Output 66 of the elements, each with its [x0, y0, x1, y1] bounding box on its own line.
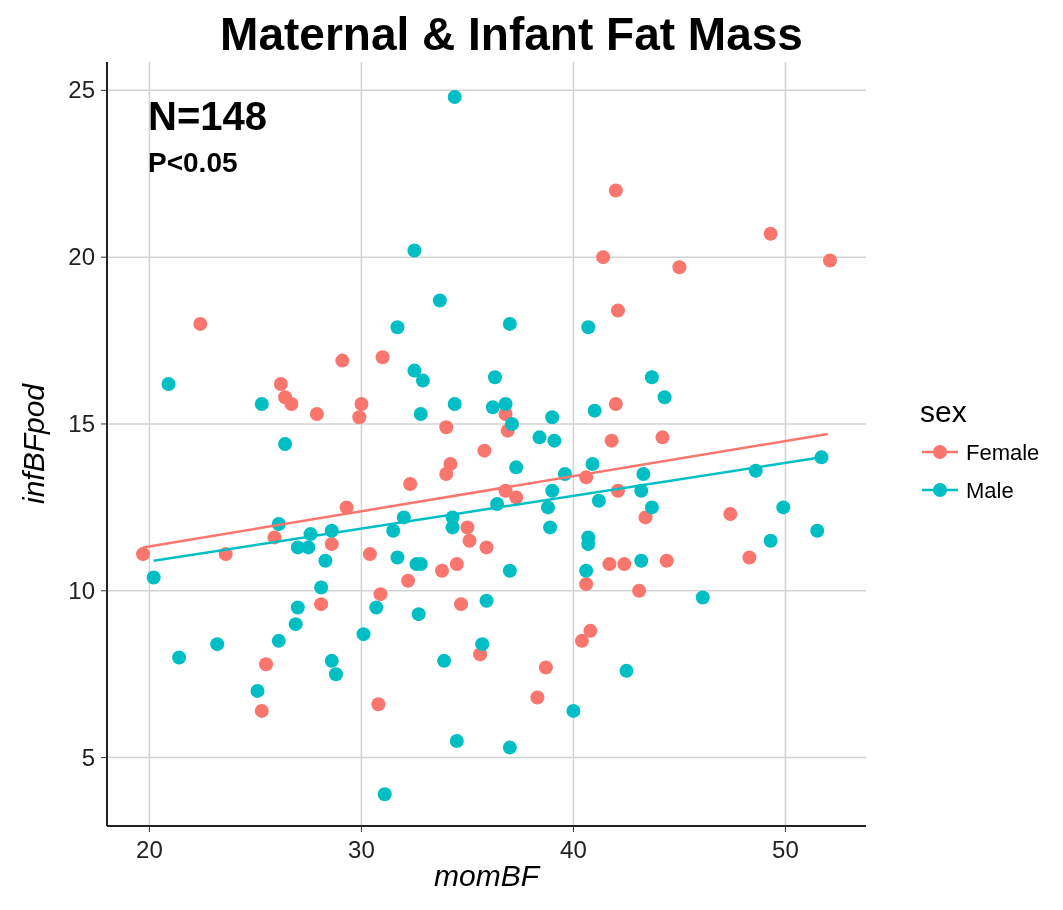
point — [273, 376, 288, 391]
point — [574, 633, 589, 648]
point — [610, 303, 625, 318]
point — [632, 583, 647, 598]
point — [314, 597, 329, 612]
point — [538, 660, 553, 675]
point — [479, 540, 494, 555]
point — [371, 697, 386, 712]
point — [655, 430, 670, 445]
point — [309, 406, 324, 421]
point — [742, 550, 757, 565]
point — [477, 443, 492, 458]
point — [401, 573, 416, 588]
point — [375, 350, 390, 365]
annotation: N=148 — [148, 94, 267, 138]
point — [638, 510, 653, 525]
point — [672, 260, 687, 275]
y-tick-label: 10 — [68, 576, 95, 604]
point — [583, 623, 598, 638]
chart-title: Maternal & Infant Fat Mass — [220, 8, 803, 60]
legend-title: sex — [920, 395, 967, 428]
point — [403, 477, 418, 492]
point — [136, 547, 151, 562]
point — [284, 396, 299, 411]
point — [324, 537, 339, 552]
point — [362, 547, 377, 562]
point — [579, 577, 594, 592]
x-tick-label: 40 — [560, 836, 587, 863]
point — [443, 457, 458, 472]
point — [763, 226, 778, 241]
point — [335, 353, 350, 368]
y-tick-label: 25 — [68, 76, 95, 104]
x-tick-label: 20 — [136, 836, 163, 863]
point — [354, 396, 369, 411]
y-axis-title: infBFpod — [17, 382, 50, 505]
annotation: P<0.05 — [148, 147, 238, 178]
point — [454, 597, 469, 612]
y-tick-label: 15 — [68, 409, 95, 437]
point — [460, 520, 475, 535]
point — [604, 433, 619, 448]
y-tick-label: 20 — [68, 243, 95, 271]
point — [659, 553, 674, 568]
point — [462, 533, 477, 548]
point — [439, 420, 454, 435]
x-tick-label: 30 — [348, 836, 375, 863]
point — [608, 396, 623, 411]
point — [602, 557, 617, 572]
point — [723, 507, 738, 522]
point — [596, 250, 611, 265]
point — [509, 490, 524, 505]
y-tick-label: 5 — [81, 743, 95, 771]
legend-label: Female — [966, 440, 1040, 465]
x-axis-title: momBF — [434, 859, 541, 892]
point — [373, 587, 388, 602]
point — [193, 316, 208, 331]
point — [822, 253, 837, 268]
point — [608, 183, 623, 198]
point — [352, 410, 367, 425]
legend-label: Male — [966, 478, 1014, 503]
point — [259, 657, 274, 672]
point — [617, 557, 632, 572]
point — [530, 690, 545, 705]
point — [434, 563, 449, 578]
x-tick-label: 50 — [772, 836, 799, 863]
point — [254, 703, 269, 718]
point — [449, 557, 464, 572]
